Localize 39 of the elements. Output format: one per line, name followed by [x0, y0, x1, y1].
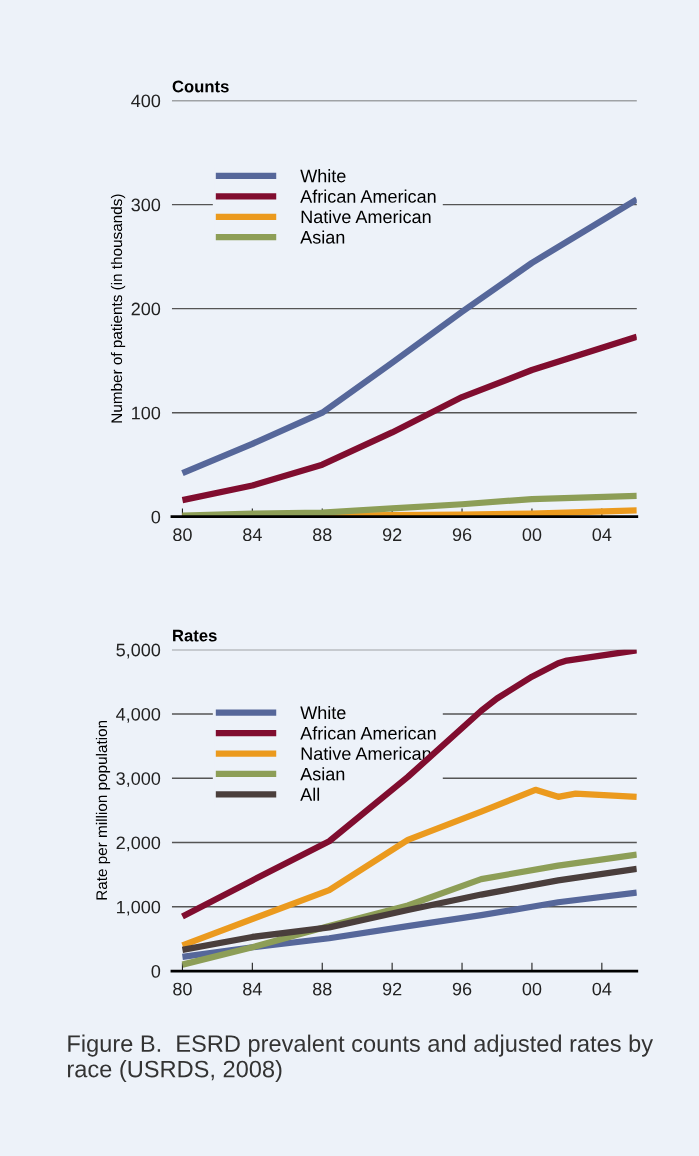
chart-title: Rates	[173, 629, 217, 642]
x-tick-label: 96	[452, 982, 472, 996]
y-axis-title: Number of patients (in thousands)	[110, 194, 126, 423]
legend-label: African American	[300, 189, 436, 203]
text: Figure B. ESRD prevalent counts and adjusted rates by race (USRDS, 2008)	[67, 1034, 654, 1083]
x-tick-label: 00	[522, 982, 542, 996]
y-tick-label: 1,000	[117, 900, 161, 916]
y-tick-label: 0	[151, 964, 161, 978]
legend-label: White	[300, 705, 346, 720]
x-tick-label: 80	[173, 982, 192, 996]
x-tick-label: 88	[312, 982, 332, 996]
x-tick-label: 80	[173, 528, 192, 542]
legend-label: Native American	[301, 210, 431, 224]
y-tick-label: 100	[132, 406, 161, 420]
x-tick-label: 88	[312, 528, 332, 542]
y-tick-label: 200	[131, 302, 161, 316]
y-tick-label: 2,000	[116, 836, 161, 852]
x-tick-label: 92	[382, 528, 402, 542]
x-tick-label: 92	[382, 982, 402, 996]
legend-label: White	[300, 169, 346, 183]
legend-label: African American	[300, 726, 436, 740]
y-tick-label: 300	[131, 198, 161, 212]
legend-label: All	[300, 787, 320, 801]
y-axis-title: Rate per million population	[95, 720, 111, 900]
x-tick-label: 04	[592, 982, 612, 996]
legend-label: Native American	[301, 746, 431, 761]
x-tick-label: 84	[243, 528, 262, 542]
x-tick-label: 84	[243, 982, 262, 996]
y-tick-label: 3,000	[116, 772, 161, 788]
y-tick-label: 0	[151, 510, 161, 524]
legend-label: Asian	[300, 767, 345, 781]
y-tick-label: 400	[131, 94, 161, 108]
chart-title: Counts	[172, 80, 229, 93]
y-tick-label: 4,000	[116, 707, 161, 723]
x-tick-label: 04	[592, 528, 612, 542]
y-tick-label: 5,000	[116, 643, 161, 659]
legend-label: Asian	[300, 230, 345, 244]
x-tick-label: 96	[452, 528, 472, 542]
x-tick-label: 00	[522, 528, 542, 542]
